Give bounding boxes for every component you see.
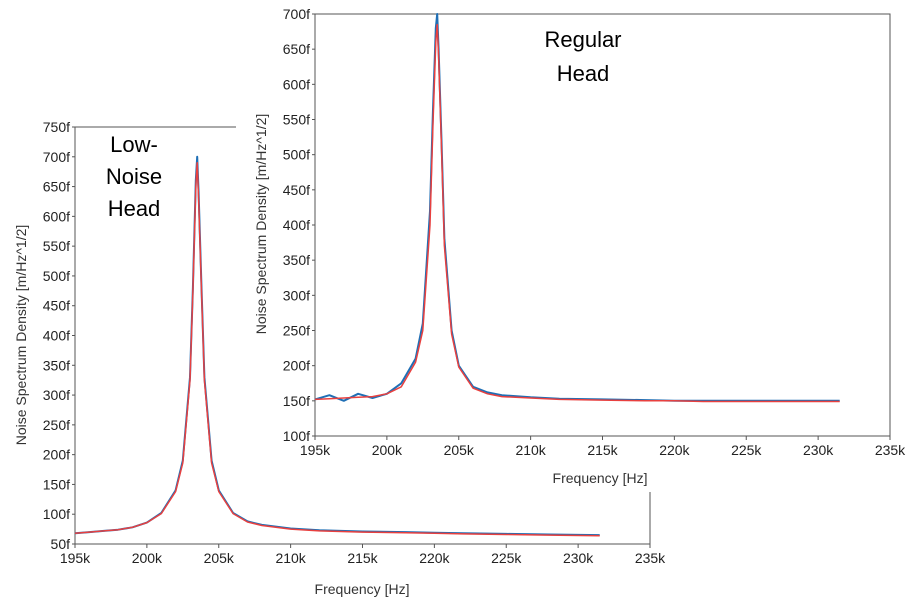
x-tick-label: 220k [659,442,690,458]
annotation-line: Regular [544,27,621,52]
y-tick-label: 150f [283,393,310,409]
y-tick-label: 650f [283,41,310,57]
y-tick-label: 400f [283,217,310,233]
y-tick-label: 350f [283,252,310,268]
x-tick-label: 230k [803,442,834,458]
y-tick-label: 150f [43,476,70,492]
x-tick-label: 210k [515,442,546,458]
x-tick-label: 220k [419,550,450,566]
y-tick-label: 200f [43,447,70,463]
y-tick-label: 200f [283,358,310,374]
y-tick-label: 550f [283,112,310,128]
x-axis-label: Frequency [Hz] [315,581,410,597]
y-tick-label: 100f [43,506,70,522]
x-tick-label: 210k [275,550,306,566]
x-tick-label: 225k [731,442,762,458]
y-axis-label: Noise Spectrum Density [m/Hz^1/2] [13,225,29,446]
x-tick-label: 195k [60,550,91,566]
y-tick-label: 300f [43,387,70,403]
annotation-line: Head [108,196,161,221]
y-tick-label: 600f [283,76,310,92]
annotation: Low- Noise Head [106,132,162,221]
annotation-line: Low- [110,132,158,157]
y-tick-label: 450f [43,298,70,314]
y-tick-label: 450f [283,182,310,198]
y-tick-label: 750f [43,119,70,135]
y-tick-label: 300f [283,287,310,303]
fit-series-line [74,161,600,537]
y-tick-labels: 50f 100f 150f 200f 250f 300f 350f 400f 450f 500f 5… [43,119,75,552]
x-tick-label: 200k [132,550,163,566]
x-tick-labels: 195k 200k 205k 210k 215k 220k 225k 230k 235k [60,544,666,566]
y-tick-labels: 100f 150f 200f 250f 300f 350f 400f 450f 500f 550f… [283,6,315,444]
annotation-line: Head [557,61,610,86]
y-tick-label: 500f [43,268,70,284]
y-tick-label: 500f [283,147,310,163]
series-group [74,155,600,537]
y-tick-label: 600f [43,208,70,224]
x-tick-label: 205k [204,550,235,566]
fit-series-line [314,23,840,403]
x-tick-label: 215k [587,442,618,458]
x-axis-label: Frequency [Hz] [553,470,648,486]
regular-head-chart: 195k 200k 205k 210k 215k 220k 225k 230k 235k 100… [236,0,914,492]
y-tick-label: 400f [43,328,70,344]
y-tick-label: 100f [283,428,310,444]
x-tick-label: 195k [300,442,331,458]
annotation: Regular Head [544,27,621,86]
x-tick-label: 215k [347,550,378,566]
x-tick-label: 230k [563,550,594,566]
x-tick-labels: 195k 200k 205k 210k 215k 220k 225k 230k 235k [300,436,906,458]
y-tick-label: 250f [283,323,310,339]
x-tick-label: 235k [875,442,906,458]
x-tick-label: 200k [372,442,403,458]
x-tick-label: 235k [635,550,666,566]
y-tick-label: 250f [43,417,70,433]
x-tick-label: 205k [444,442,475,458]
y-tick-label: 650f [43,179,70,195]
x-tick-label: 225k [491,550,522,566]
series-group [314,13,840,403]
y-tick-label: 350f [43,357,70,373]
y-tick-label: 50f [51,536,71,552]
y-axis-label: Noise Spectrum Density [m/Hz^1/2] [253,114,269,335]
y-tick-label: 700f [43,149,70,165]
y-tick-label: 550f [43,238,70,254]
annotation-line: Noise [106,164,162,189]
y-tick-label: 700f [283,6,310,22]
